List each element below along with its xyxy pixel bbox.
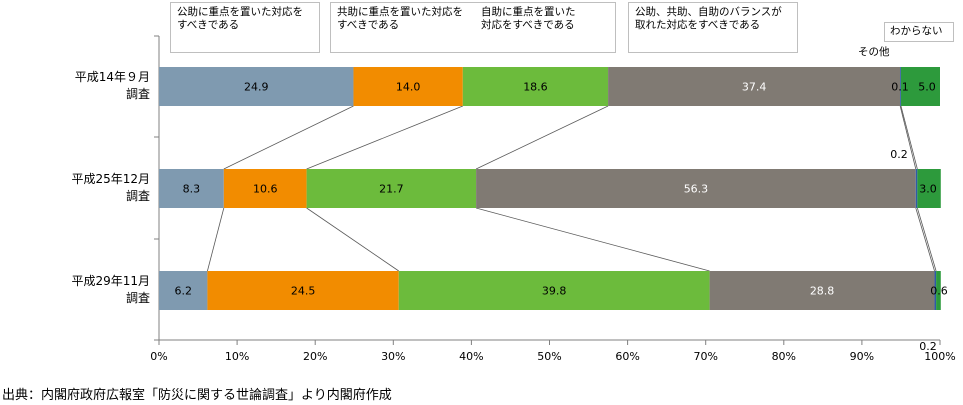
x-tick-label: 80% — [772, 350, 796, 363]
legend-box-balance: 公助、共助、自助のバランスが 取れた対応をすべきである — [628, 2, 798, 53]
x-tick-label: 40% — [459, 350, 483, 363]
bar-segment — [915, 169, 918, 208]
bar-segment — [608, 67, 901, 106]
bar-segment — [159, 67, 354, 106]
legend-box-wakaranai: わからない — [884, 22, 954, 42]
bar-segment — [306, 169, 477, 208]
legend-kyojo-text: 共助に重点を置いた対応を すべきである — [337, 6, 463, 31]
value-label: 3.0 — [919, 183, 937, 196]
category-label: 調査 — [126, 87, 150, 101]
category-label: 平成29年11月 — [71, 274, 150, 288]
value-label: 6.2 — [174, 285, 192, 298]
category-label: 調査 — [126, 291, 150, 305]
connector-line — [899, 105, 917, 170]
value-label: 37.4 — [742, 81, 767, 94]
value-label: 0.1 — [891, 81, 909, 94]
legend-text-sonota: その他 — [858, 46, 890, 58]
bar-segment — [159, 169, 224, 208]
x-tick-label: 60% — [615, 350, 639, 363]
bar-segment — [476, 169, 916, 208]
category-label: 調査 — [126, 189, 150, 203]
value-label: 0.6 — [930, 285, 948, 298]
connector-line — [306, 207, 399, 272]
x-tick-label: 20% — [303, 350, 327, 363]
bar-segment — [900, 67, 940, 106]
connector-line — [207, 207, 225, 272]
value-label: 0.2 — [919, 340, 937, 353]
value-label: 24.9 — [244, 81, 269, 94]
x-tick-label: 10% — [225, 350, 249, 363]
x-tick-label: 50% — [537, 350, 561, 363]
connector-line — [915, 207, 935, 272]
connector-line — [475, 105, 609, 170]
connector-line — [306, 105, 463, 170]
connector-line — [900, 105, 918, 170]
category-label: 平成14年９月 — [75, 70, 150, 84]
bar-segment — [462, 67, 609, 106]
value-label: 14.0 — [396, 81, 421, 94]
value-label: 56.3 — [684, 183, 709, 196]
x-tick-label: 90% — [850, 350, 874, 363]
value-label: 21.7 — [379, 183, 404, 196]
x-tick-label: 100% — [924, 350, 955, 363]
connector-line — [475, 207, 710, 272]
connector-line — [223, 105, 354, 170]
value-label: 39.8 — [542, 285, 567, 298]
legend-box-kojo: 公助に重点を置いた対応を すべきである — [170, 2, 320, 53]
x-tick-label: 30% — [381, 350, 405, 363]
value-label: 18.6 — [523, 81, 548, 94]
value-label: 8.3 — [183, 183, 201, 196]
bar-segment — [207, 271, 399, 310]
value-label: 28.8 — [810, 285, 835, 298]
bar-segment — [936, 271, 941, 310]
legend-jijo-text: 自助に重点を置いた 対応をすべきである — [481, 6, 576, 31]
bar-segment — [917, 169, 941, 208]
connector-line — [916, 207, 937, 272]
bar-segment — [709, 271, 935, 310]
value-label: 5.0 — [918, 81, 936, 94]
x-tick-label: 0% — [150, 350, 167, 363]
value-label: 24.5 — [291, 285, 316, 298]
bar-segment — [900, 67, 902, 106]
bar-segment — [934, 271, 937, 310]
bar-segment — [398, 271, 710, 310]
source-caption: 出典：内閣府政府広報室「防災に関する世論調査」より内閣府作成 — [2, 388, 392, 403]
value-label: 10.6 — [253, 183, 278, 196]
category-label: 平成25年12月 — [71, 172, 150, 186]
bar-segment — [159, 271, 208, 310]
legend-box-kyojo-jijo: 共助に重点を置いた対応を すべきである 自助に重点を置いた 対応をすべきである — [330, 2, 616, 53]
bar-segment — [353, 67, 463, 106]
value-label: 0.2 — [890, 148, 908, 161]
bar-segment — [223, 169, 307, 208]
x-tick-label: 70% — [693, 350, 717, 363]
